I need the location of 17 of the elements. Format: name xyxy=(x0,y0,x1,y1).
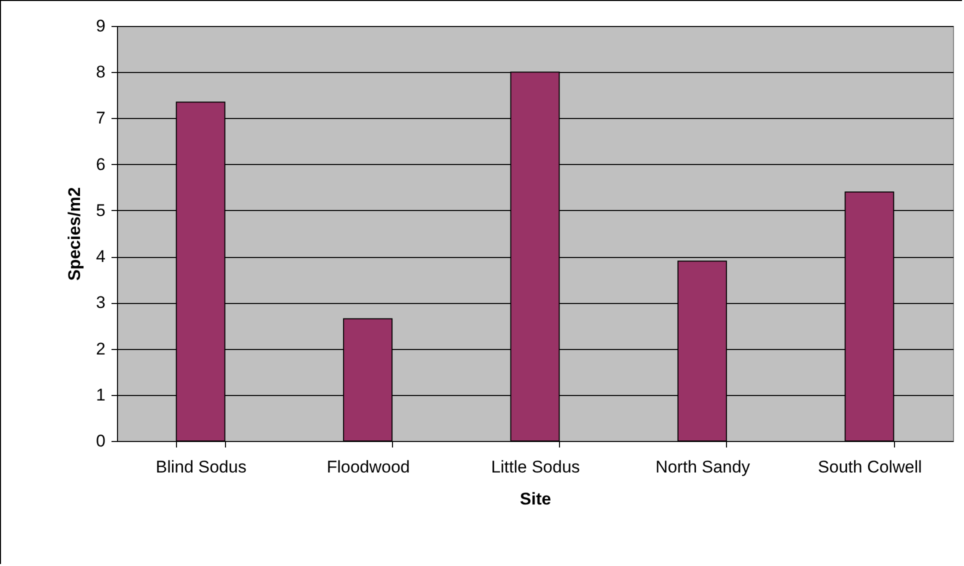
y-tick-label: 0 xyxy=(96,432,106,450)
y-tick-label: 8 xyxy=(96,62,106,82)
x-tick-label: Floodwood xyxy=(326,458,410,476)
y-tick-label: 2 xyxy=(96,339,106,358)
y-tick-label: 9 xyxy=(96,16,106,36)
y-axis-title: Species/m2 xyxy=(65,187,84,281)
y-tick-label: 4 xyxy=(96,247,106,266)
x-tick-label: Little Sodus xyxy=(491,458,580,476)
y-tick-label: 5 xyxy=(96,200,106,220)
y-tick-label: 7 xyxy=(96,108,106,128)
y-tick-label: 1 xyxy=(96,385,106,404)
x-axis-title: Site xyxy=(520,490,552,508)
x-tick-label: South Colwell xyxy=(818,458,922,476)
y-tick-label: 3 xyxy=(96,293,106,312)
y-tick-label: 6 xyxy=(96,154,106,174)
x-tick-label: North Sandy xyxy=(655,458,750,476)
x-tick-label: Blind Sodus xyxy=(156,458,246,476)
